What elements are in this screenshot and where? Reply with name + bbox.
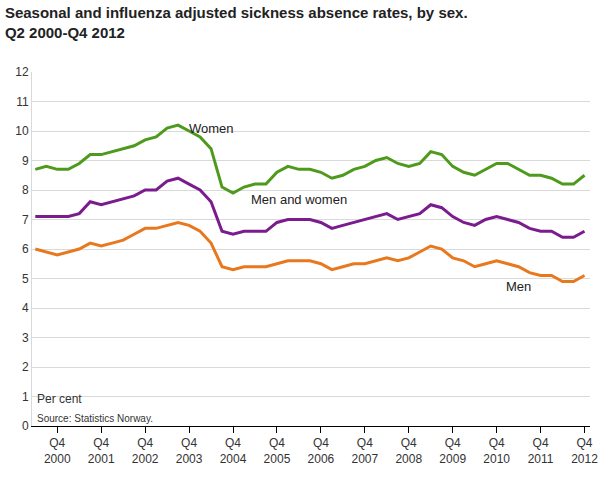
svg-text:Q42006: Q42006 bbox=[308, 436, 335, 466]
svg-text:Q42010: Q42010 bbox=[483, 436, 510, 466]
svg-text:Men and women: Men and women bbox=[251, 192, 347, 207]
svg-text:3: 3 bbox=[22, 331, 29, 345]
svg-text:Q42009: Q42009 bbox=[439, 436, 466, 466]
svg-text:8: 8 bbox=[22, 183, 29, 197]
svg-text:10: 10 bbox=[15, 124, 29, 138]
svg-text:1: 1 bbox=[22, 390, 29, 404]
svg-text:Q42005: Q42005 bbox=[264, 436, 291, 466]
svg-text:Per cent: Per cent bbox=[37, 392, 82, 406]
svg-text:7: 7 bbox=[22, 213, 29, 227]
svg-text:Women: Women bbox=[189, 121, 234, 136]
svg-text:11: 11 bbox=[16, 95, 29, 109]
svg-text:Seasonal and influenza adjuste: Seasonal and influenza adjusted sickness… bbox=[5, 4, 468, 41]
svg-text:5: 5 bbox=[22, 272, 29, 286]
svg-text:Men: Men bbox=[506, 279, 531, 294]
svg-text:Q42008: Q42008 bbox=[395, 436, 422, 466]
svg-text:0: 0 bbox=[22, 419, 29, 433]
svg-text:Q42003: Q42003 bbox=[176, 436, 203, 466]
svg-text:Q42001: Q42001 bbox=[88, 436, 115, 466]
svg-text:2: 2 bbox=[22, 360, 29, 374]
svg-text:6: 6 bbox=[22, 242, 29, 256]
svg-text:Q42002: Q42002 bbox=[132, 436, 159, 466]
svg-text:Q42012: Q42012 bbox=[571, 436, 598, 466]
svg-text:Q42011: Q42011 bbox=[528, 436, 554, 466]
svg-text:4: 4 bbox=[22, 301, 29, 315]
svg-text:12: 12 bbox=[15, 65, 29, 79]
svg-text:Source: Statistics Norway.: Source: Statistics Norway. bbox=[37, 413, 153, 424]
svg-text:Q42007: Q42007 bbox=[351, 436, 378, 466]
svg-text:9: 9 bbox=[22, 154, 29, 168]
svg-text:Q42000: Q42000 bbox=[44, 436, 71, 466]
svg-text:Q42004: Q42004 bbox=[220, 436, 247, 466]
